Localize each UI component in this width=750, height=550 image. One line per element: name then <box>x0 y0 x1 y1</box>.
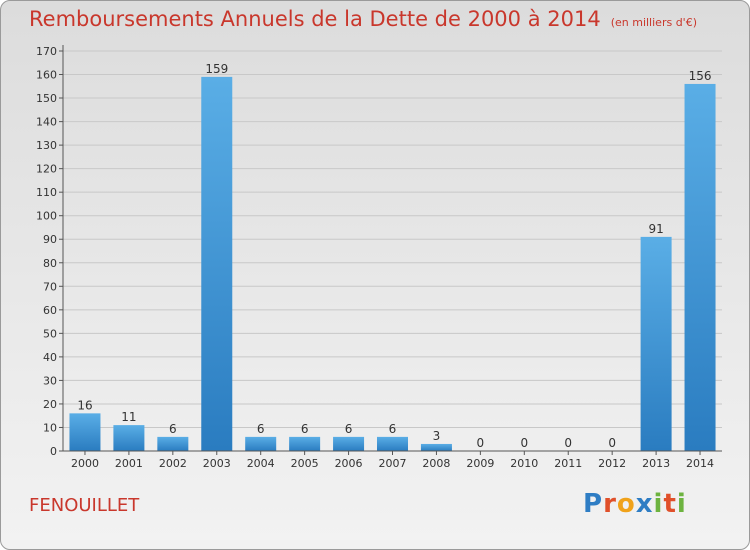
y-tick-label: 40 <box>43 351 57 364</box>
bar <box>69 413 101 451</box>
bar-value-label: 11 <box>121 410 136 424</box>
y-tick-label: 120 <box>36 163 57 176</box>
bar-value-label: 6 <box>301 422 309 436</box>
y-tick-label: 30 <box>43 374 57 387</box>
bar <box>157 436 189 451</box>
bar <box>420 443 452 451</box>
x-tick-label: 2010 <box>510 457 538 470</box>
y-tick-label: 60 <box>43 304 57 317</box>
chart-title: Remboursements Annuels de la Dette de 20… <box>29 7 697 31</box>
bar-value-label: 16 <box>77 398 92 412</box>
bar-value-label: 0 <box>477 436 485 450</box>
logo-letter: x <box>635 489 654 519</box>
bar <box>377 436 408 451</box>
x-tick-label: 2006 <box>335 457 363 470</box>
bar <box>289 436 321 451</box>
y-tick-label: 160 <box>36 69 57 82</box>
x-tick-label: 2005 <box>291 457 319 470</box>
y-tick-label: 20 <box>43 398 57 411</box>
logo-letter: o <box>616 489 636 519</box>
bar <box>640 236 672 451</box>
x-tick-label: 2013 <box>642 457 670 470</box>
y-tick-label: 170 <box>36 45 57 58</box>
logo-letter: i <box>653 489 664 519</box>
bar <box>333 436 365 451</box>
bar <box>684 83 716 452</box>
place-name: FENOUILLET <box>29 495 140 516</box>
proxiti-logo: Proxiti <box>583 489 687 519</box>
x-tick-label: 2007 <box>379 457 407 470</box>
logo-letter: P <box>583 489 604 519</box>
chart-subtitle: (en milliers d'€) <box>610 16 697 29</box>
bar-value-label: 3 <box>433 429 441 443</box>
bar-value-label: 0 <box>520 436 528 450</box>
logo-letter: i <box>676 489 687 519</box>
x-tick-label: 2008 <box>422 457 450 470</box>
y-tick-label: 50 <box>43 327 57 340</box>
bar-value-label: 159 <box>205 62 228 76</box>
y-tick-label: 100 <box>36 210 57 223</box>
y-tick-label: 80 <box>43 257 57 270</box>
bar-value-label: 6 <box>389 422 397 436</box>
x-axis-ticks: 2000 2001 2002 2003 2004 2005 2006 2007 2008 2009… <box>71 451 714 470</box>
bars: 16 11 6 159 6 6 6 6 3 0 0 0 0 91 156 <box>69 62 716 452</box>
bar-value-label: 156 <box>689 69 712 83</box>
bar-value-label: 0 <box>564 436 572 450</box>
x-tick-label: 2012 <box>598 457 626 470</box>
bar-value-label: 0 <box>608 436 616 450</box>
y-tick-label: 90 <box>43 233 57 246</box>
x-tick-label: 2009 <box>466 457 494 470</box>
bar-value-label: 6 <box>169 422 177 436</box>
x-tick-label: 2000 <box>71 457 99 470</box>
bar-value-label: 91 <box>648 222 663 236</box>
chart-title-text: Remboursements Annuels de la Dette de 20… <box>29 7 601 31</box>
x-tick-label: 2004 <box>247 457 275 470</box>
y-tick-label: 0 <box>50 445 57 458</box>
x-tick-label: 2014 <box>686 457 714 470</box>
bar <box>113 425 145 451</box>
y-tick-label: 10 <box>43 421 57 434</box>
y-tick-label: 130 <box>36 139 57 152</box>
bar <box>201 76 233 451</box>
axes <box>62 45 722 452</box>
x-tick-label: 2001 <box>115 457 143 470</box>
y-tick-label: 70 <box>43 280 57 293</box>
bar <box>245 436 277 451</box>
x-tick-label: 2002 <box>159 457 187 470</box>
grid-lines <box>63 50 722 428</box>
y-tick-label: 150 <box>36 92 57 105</box>
y-tick-label: 140 <box>36 116 57 129</box>
x-tick-label: 2011 <box>554 457 582 470</box>
logo-letter: r <box>603 489 617 519</box>
x-tick-label: 2003 <box>203 457 231 470</box>
bar-value-label: 6 <box>345 422 353 436</box>
logo-letter: t <box>663 489 677 519</box>
y-axis-ticks: 0 10 20 30 40 50 60 70 80 90 100 110 120 130 140 150 160… <box>36 45 63 458</box>
bar-value-label: 6 <box>257 422 265 436</box>
y-tick-label: 110 <box>36 186 57 199</box>
